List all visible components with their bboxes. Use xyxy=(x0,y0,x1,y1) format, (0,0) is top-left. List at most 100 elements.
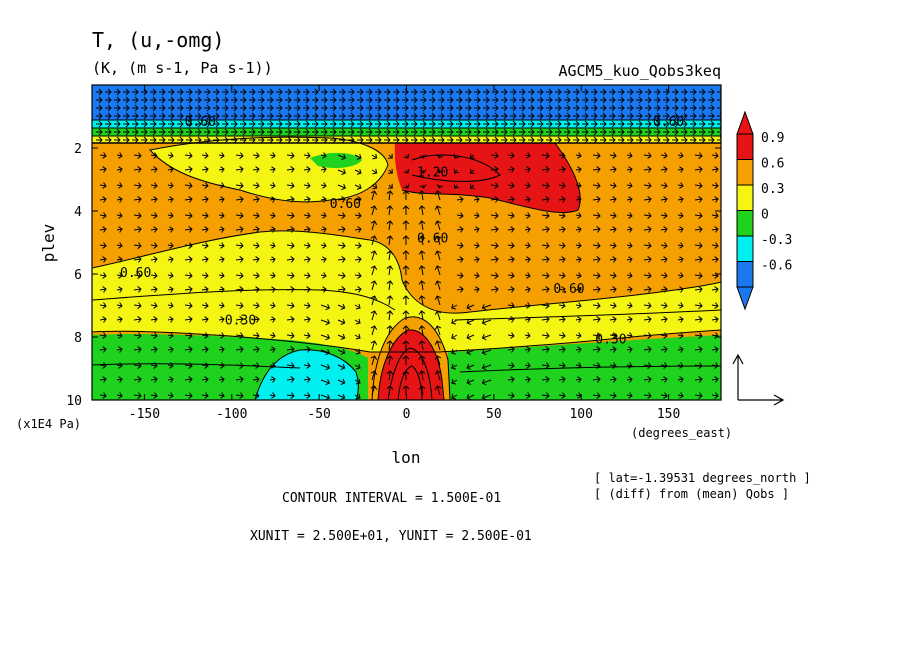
wind-arrow xyxy=(370,205,378,216)
wind-arrow xyxy=(252,242,260,249)
wind-arrow xyxy=(546,120,553,128)
wind-arrow xyxy=(436,184,444,189)
wind-arrow xyxy=(339,88,346,96)
wind-arrow xyxy=(105,104,112,112)
wind-arrow xyxy=(402,136,409,144)
wind-arrow xyxy=(116,302,123,309)
wind-arrow xyxy=(201,316,209,323)
wind-arrow xyxy=(99,226,107,233)
wind-arrow xyxy=(403,168,410,174)
wind-arrow xyxy=(447,112,454,120)
wind-arrow xyxy=(434,295,442,306)
wind-arrow xyxy=(354,333,361,340)
wind-arrow xyxy=(643,346,652,353)
wind-arrow xyxy=(699,104,706,112)
wind-arrow xyxy=(235,256,244,263)
wind-arrow xyxy=(524,272,531,279)
wind-arrow xyxy=(371,153,378,160)
wind-arrow xyxy=(201,166,209,173)
wind-arrow xyxy=(141,136,148,144)
wind-arrow xyxy=(609,88,616,96)
wind-arrow xyxy=(483,96,490,104)
wind-arrow xyxy=(660,256,668,263)
wind-arrow xyxy=(167,376,174,383)
wind-arrow xyxy=(451,303,458,310)
wind-arrow xyxy=(402,325,410,336)
wind-arrow xyxy=(370,190,378,201)
wind-arrow xyxy=(235,272,244,279)
wind-arrow xyxy=(276,104,283,112)
wind-arrow xyxy=(201,332,209,339)
wind-arrow xyxy=(116,226,123,233)
wind-arrow xyxy=(618,128,625,136)
wind-arrow xyxy=(694,256,703,263)
wind-arrow xyxy=(354,168,362,175)
wind-arrow xyxy=(370,295,378,306)
wind-arrow xyxy=(252,362,260,369)
wind-arrow xyxy=(609,166,617,173)
wind-arrow xyxy=(123,120,130,128)
wind-arrow xyxy=(354,363,361,370)
wind-arrow xyxy=(492,96,499,104)
wind-arrow xyxy=(507,392,515,399)
wind-arrow xyxy=(303,376,311,383)
wind-arrow xyxy=(370,235,378,246)
wind-arrow xyxy=(269,392,276,399)
wind-arrow xyxy=(348,120,355,128)
wind-arrow xyxy=(510,112,517,120)
wind-arrow xyxy=(524,362,531,369)
wind-arrow xyxy=(285,104,292,112)
wind-arrow xyxy=(507,166,515,173)
wind-arrow xyxy=(524,226,531,233)
wind-arrow xyxy=(240,104,247,112)
wind-arrow xyxy=(337,393,346,400)
wind-arrow xyxy=(627,88,634,96)
wind-arrow xyxy=(303,212,311,219)
wind-arrow xyxy=(592,182,601,189)
wind-arrow xyxy=(528,112,535,120)
wind-arrow xyxy=(609,302,617,309)
wind-arrow xyxy=(418,280,426,291)
wind-arrow xyxy=(348,96,355,104)
wind-arrow xyxy=(524,286,531,293)
wind-arrow xyxy=(541,256,550,263)
wind-arrow xyxy=(434,325,442,336)
wind-arrow xyxy=(303,272,311,279)
plot-area xyxy=(92,85,721,400)
wind-arrow xyxy=(490,166,499,173)
wind-arrow xyxy=(627,96,634,104)
contour-label: 0.60 xyxy=(120,266,151,281)
wind-arrow xyxy=(285,96,292,104)
wind-arrow xyxy=(592,256,601,263)
wind-arrow xyxy=(96,96,103,104)
wind-arrow xyxy=(195,120,202,128)
wind-arrow xyxy=(643,332,652,339)
wind-arrow xyxy=(592,286,601,293)
wind-arrow xyxy=(269,152,276,159)
wind-arrow xyxy=(184,256,193,263)
colorbar-segment xyxy=(736,235,754,262)
wind-arrow xyxy=(626,242,633,249)
wind-arrow xyxy=(465,128,472,136)
wind-arrow xyxy=(681,96,688,104)
wind-arrow xyxy=(201,226,209,233)
wind-arrow xyxy=(195,88,202,96)
wind-arrow xyxy=(357,104,364,112)
wind-arrow xyxy=(99,332,107,339)
wind-arrow xyxy=(116,196,123,203)
wind-arrow xyxy=(490,182,499,189)
wind-arrow xyxy=(133,316,142,323)
contour-label: 0.60 xyxy=(417,232,448,247)
wind-arrow xyxy=(645,120,652,128)
wind-arrow xyxy=(184,196,193,203)
wind-arrow xyxy=(609,96,616,104)
wind-arrow xyxy=(201,392,209,399)
wind-arrow xyxy=(677,272,684,279)
wind-arrow xyxy=(303,166,311,173)
wind-arrow xyxy=(575,166,582,173)
wind-arrow xyxy=(294,112,301,120)
wind-arrow xyxy=(402,120,409,128)
wind-arrow xyxy=(636,104,643,112)
wind-arrow xyxy=(186,128,193,136)
wind-vectors xyxy=(96,88,721,400)
